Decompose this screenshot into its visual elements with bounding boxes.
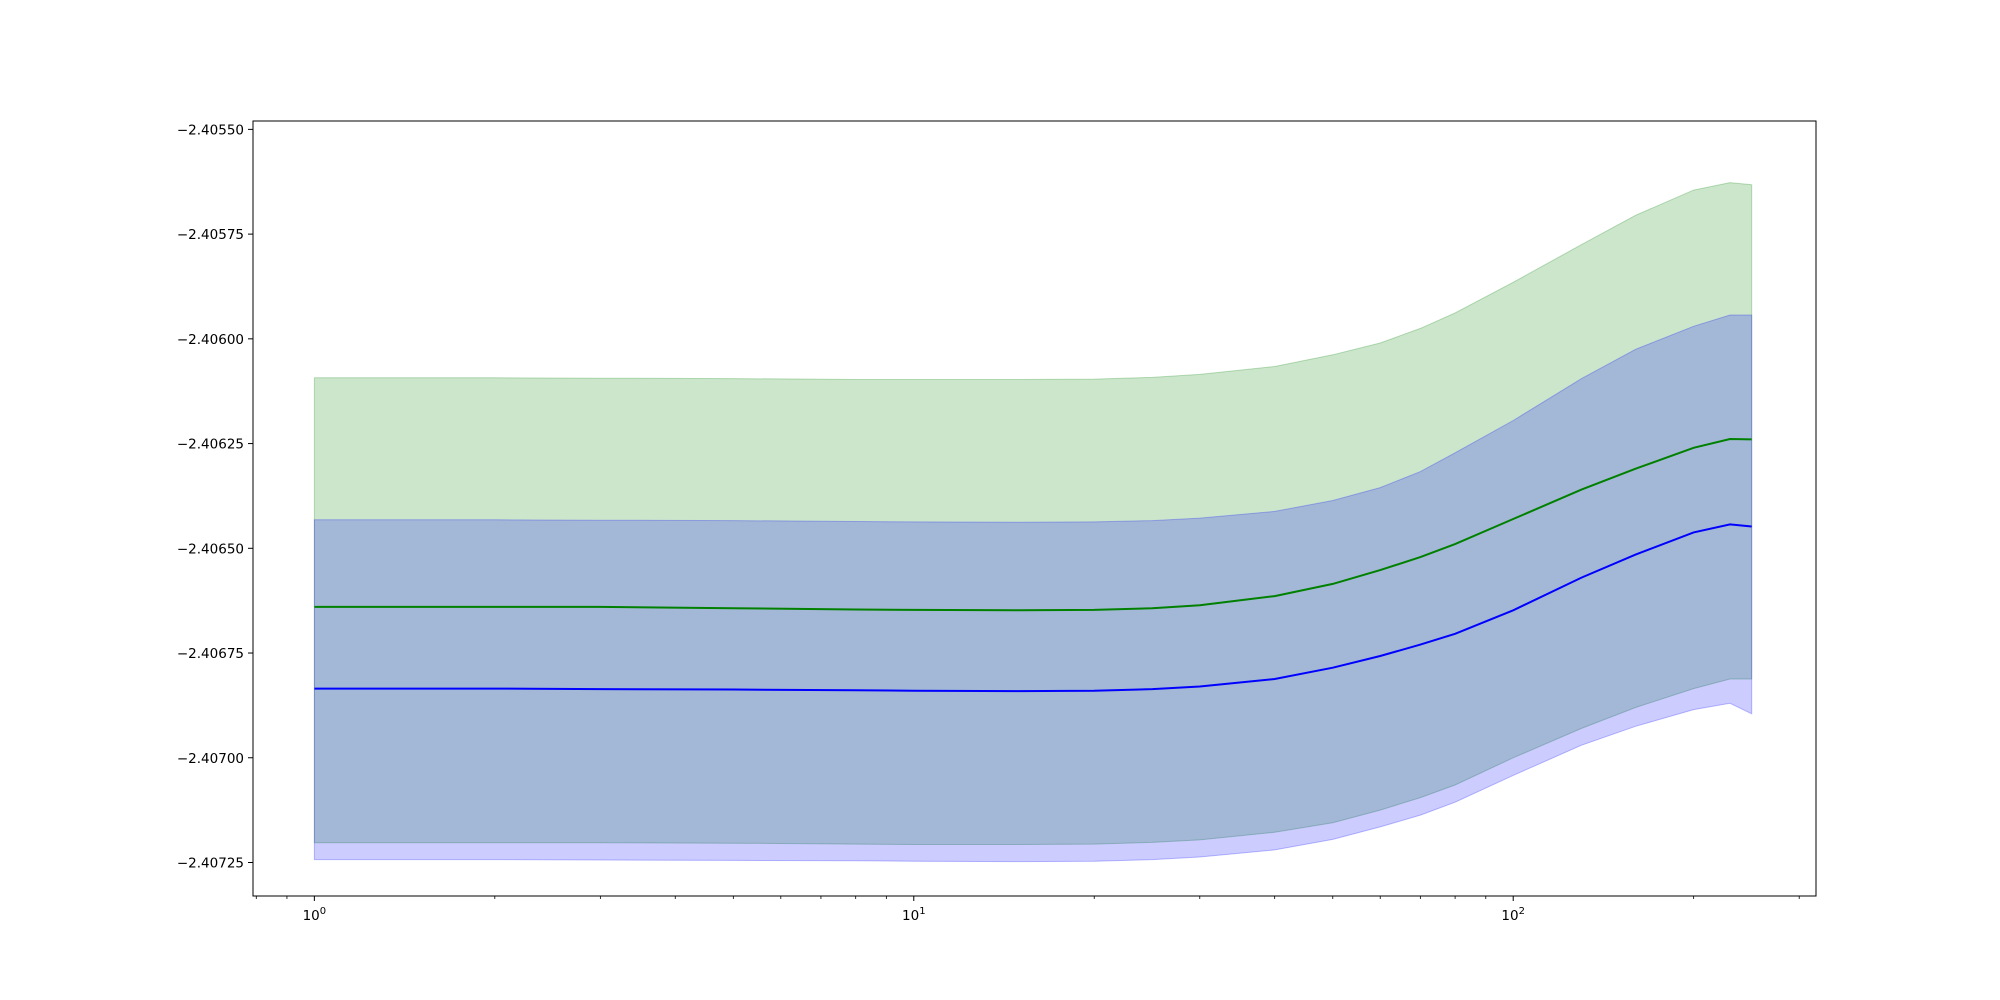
x-axis: 100 101 102 (255, 896, 1800, 924)
y-tick-label: −2.40575 (177, 227, 244, 243)
plot-frame (252, 120, 1817, 897)
y-tick-label: −2.40725 (177, 855, 244, 871)
y-tick-label: −2.40600 (177, 332, 244, 348)
y-tick-label: −2.40675 (177, 646, 244, 662)
x-tick-label: 100 (303, 906, 327, 924)
band-series-1 (313, 182, 1753, 845)
band-series-2 (313, 314, 1753, 863)
y-axis: −2.40550 −2.40575 −2.40600 −2.40625 −2.40650… (177, 122, 253, 871)
confidence-bands (313, 182, 1753, 863)
series-lines (314, 437, 1752, 693)
line-series-1 (314, 437, 1752, 612)
y-tick-label: −2.40650 (177, 541, 244, 557)
x-tick-label: 101 (902, 906, 926, 924)
line-series-2 (314, 523, 1752, 693)
y-tick-label: −2.40700 (177, 751, 244, 767)
x-tick-label: 102 (1501, 906, 1525, 924)
y-tick-label: −2.40625 (177, 437, 244, 453)
y-tick-label: −2.40550 (177, 122, 244, 138)
